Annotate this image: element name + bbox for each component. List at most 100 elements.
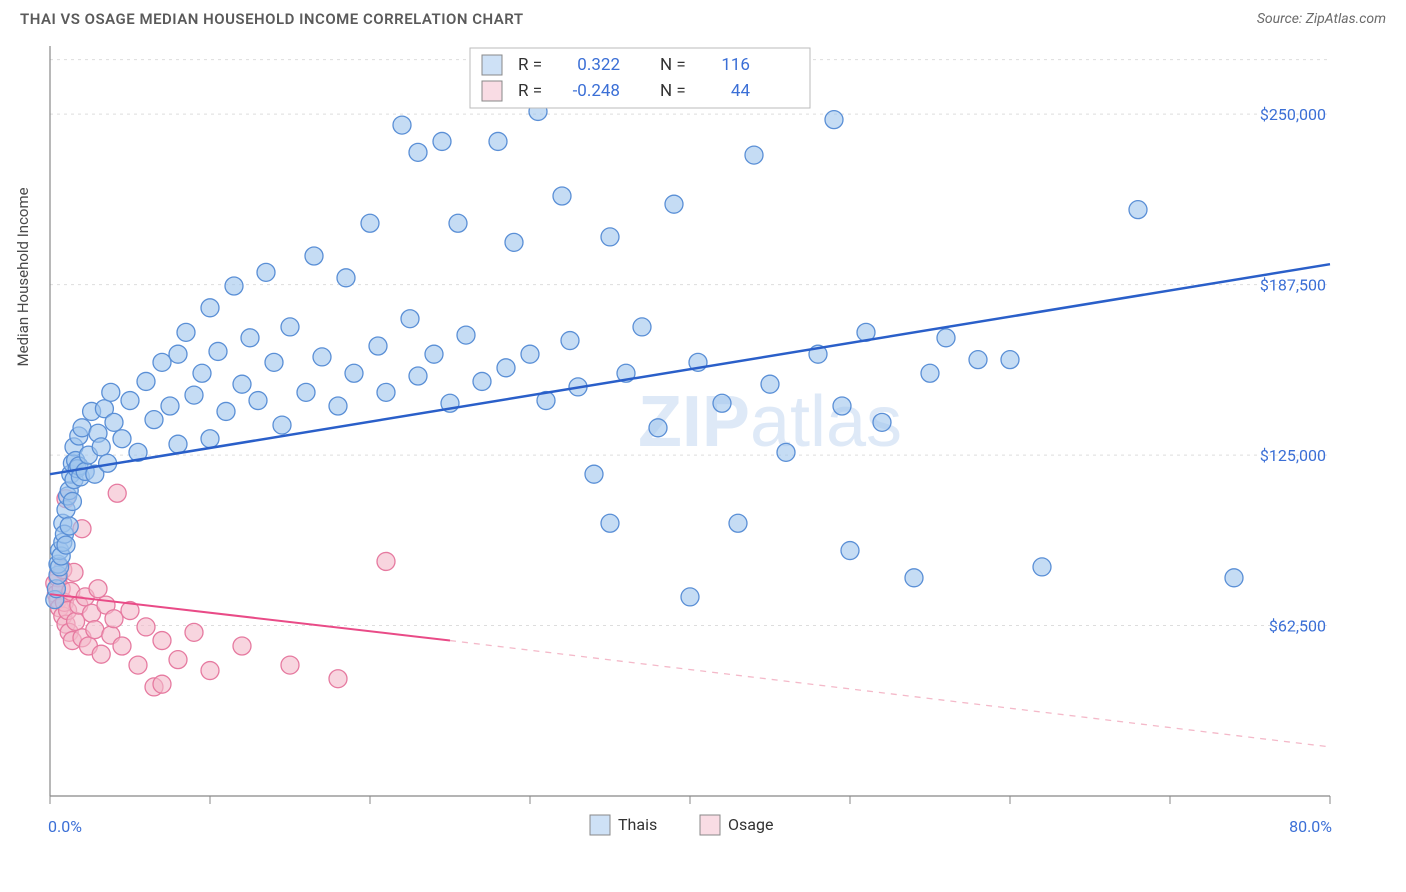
thai-point bbox=[873, 413, 891, 431]
thai-point bbox=[92, 438, 110, 456]
thai-point bbox=[505, 233, 523, 251]
thai-point bbox=[649, 419, 667, 437]
thai-point bbox=[209, 342, 227, 360]
osage-point bbox=[169, 651, 187, 669]
thai-point bbox=[377, 383, 395, 401]
x-tick-label: 80.0% bbox=[1289, 817, 1332, 836]
thai-point bbox=[745, 146, 763, 164]
thai-point bbox=[921, 364, 939, 382]
osage-point bbox=[105, 610, 123, 628]
thai-point bbox=[761, 375, 779, 393]
thai-point bbox=[60, 517, 78, 535]
osage-point bbox=[153, 632, 171, 650]
thai-point bbox=[121, 392, 139, 410]
watermark: ZIPatlas bbox=[638, 382, 902, 462]
thai-point bbox=[905, 569, 923, 587]
legend-swatch bbox=[700, 815, 720, 835]
thai-point bbox=[225, 277, 243, 295]
y-tick-label: $187,500 bbox=[1260, 276, 1326, 295]
thai-point bbox=[1129, 201, 1147, 219]
thai-point bbox=[729, 514, 747, 532]
thai-point bbox=[777, 443, 795, 461]
y-tick-label: $125,000 bbox=[1260, 446, 1326, 465]
osage-point bbox=[129, 656, 147, 674]
thai-point bbox=[937, 329, 955, 347]
thai-point bbox=[681, 588, 699, 606]
thai-point bbox=[201, 299, 219, 317]
osage-point bbox=[89, 580, 107, 598]
thai-point bbox=[145, 411, 163, 429]
legend-label: Thais bbox=[618, 815, 657, 834]
stats-label: R = bbox=[518, 55, 542, 75]
thai-point bbox=[521, 345, 539, 363]
y-tick-label: $62,500 bbox=[1269, 617, 1326, 636]
thai-point bbox=[63, 492, 81, 510]
thai-point bbox=[273, 416, 291, 434]
osage-point bbox=[281, 656, 299, 674]
thai-point bbox=[1001, 351, 1019, 369]
thai-point bbox=[337, 269, 355, 287]
thai-point bbox=[281, 318, 299, 336]
osage-point bbox=[201, 662, 219, 680]
thai-point bbox=[201, 430, 219, 448]
y-axis-label: Median Household Income bbox=[14, 187, 32, 366]
thai-point bbox=[553, 187, 571, 205]
osage-point bbox=[67, 612, 85, 630]
thai-point bbox=[153, 353, 171, 371]
stats-label: N = bbox=[660, 55, 686, 75]
legend-label: Osage bbox=[728, 815, 773, 834]
thai-point bbox=[433, 132, 451, 150]
osage-point bbox=[113, 637, 131, 655]
thai-point bbox=[601, 514, 619, 532]
thai-point bbox=[473, 372, 491, 390]
thai-point bbox=[241, 329, 259, 347]
thai-point bbox=[449, 214, 467, 232]
stats-n-value: 44 bbox=[731, 81, 751, 101]
source-label: Source: ZipAtlas.com bbox=[1257, 11, 1386, 27]
thai-point bbox=[393, 116, 411, 134]
thai-point bbox=[633, 318, 651, 336]
thai-point bbox=[102, 383, 120, 401]
thai-point bbox=[369, 337, 387, 355]
osage-point bbox=[137, 618, 155, 636]
thai-point bbox=[585, 465, 603, 483]
thai-point bbox=[233, 375, 251, 393]
osage-point bbox=[233, 637, 251, 655]
thai-point bbox=[177, 323, 195, 341]
osage-point bbox=[377, 552, 395, 570]
thai-point bbox=[257, 263, 275, 281]
correlation-scatter-chart: ZIPatlas 0.0% 80.0% $62,500 $125,000 $187,500… bbox=[20, 36, 1340, 876]
thai-point bbox=[57, 536, 75, 554]
thai-point bbox=[401, 310, 419, 328]
thai-point bbox=[833, 397, 851, 415]
thai-point bbox=[329, 397, 347, 415]
thai-point bbox=[409, 143, 427, 161]
osage-point bbox=[185, 623, 203, 641]
y-tick-label: $250,000 bbox=[1260, 105, 1326, 124]
thai-point bbox=[665, 195, 683, 213]
thai-point bbox=[489, 132, 507, 150]
thai-point bbox=[265, 353, 283, 371]
thai-point bbox=[73, 419, 91, 437]
thai-point bbox=[345, 364, 363, 382]
x-tick-label: 0.0% bbox=[48, 817, 82, 836]
legend-swatch bbox=[482, 81, 502, 101]
osage-point bbox=[329, 670, 347, 688]
chart-title: THAI VS OSAGE MEDIAN HOUSEHOLD INCOME CO… bbox=[20, 10, 524, 28]
thai-point bbox=[497, 359, 515, 377]
thai-point bbox=[1225, 569, 1243, 587]
thai-point bbox=[105, 413, 123, 431]
osage-trend-line-dashed bbox=[450, 641, 1330, 747]
thai-point bbox=[713, 394, 731, 412]
thai-point bbox=[601, 228, 619, 246]
stats-r-value: 0.322 bbox=[577, 55, 620, 75]
thai-point bbox=[169, 345, 187, 363]
thai-point bbox=[409, 367, 427, 385]
legend-swatch bbox=[482, 55, 502, 75]
thai-point bbox=[185, 386, 203, 404]
stats-label: R = bbox=[518, 81, 542, 101]
legend-swatch bbox=[590, 815, 610, 835]
thai-point bbox=[361, 214, 379, 232]
thai-point bbox=[193, 364, 211, 382]
thai-point bbox=[313, 348, 331, 366]
